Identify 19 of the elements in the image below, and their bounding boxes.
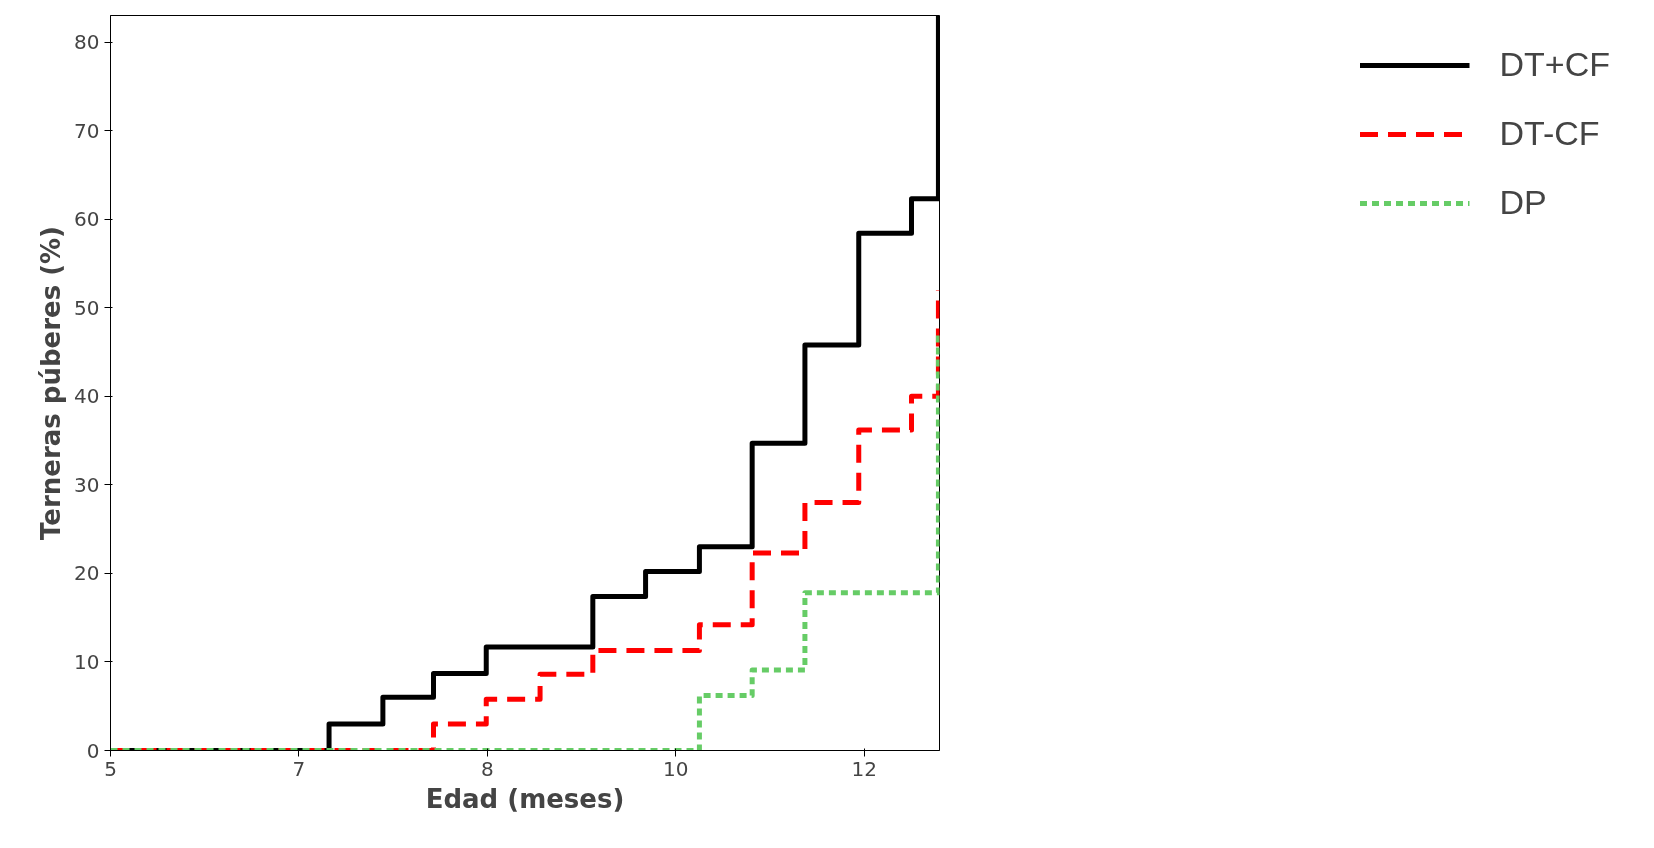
y-tick-label: 50 [74, 295, 100, 320]
x-tick-label: 12 [851, 756, 877, 781]
legend-label: DT+CF [1499, 45, 1610, 84]
y-tick-label: 60 [74, 207, 100, 232]
y-tick-label: 20 [74, 561, 100, 586]
y-tick-label: 40 [74, 384, 100, 409]
x-tick-label: 10 [663, 756, 689, 781]
y-tick-label: 10 [74, 649, 100, 674]
x-tick-label: 8 [480, 756, 494, 781]
y-tick-label: 70 [74, 118, 100, 143]
legend-label: DP [1499, 183, 1547, 222]
legend-label: DT-CF [1499, 114, 1600, 153]
y-tick-label: 30 [74, 472, 100, 497]
x-axis-title: Edad (meses) [425, 783, 625, 814]
x-tick-label: 7 [292, 756, 306, 781]
y-tick-label: 80 [74, 30, 100, 55]
y-tick-label: 0 [86, 738, 100, 763]
y-axis-title: Terneras púberes (%) [36, 226, 67, 540]
x-tick-label: 5 [104, 756, 117, 781]
